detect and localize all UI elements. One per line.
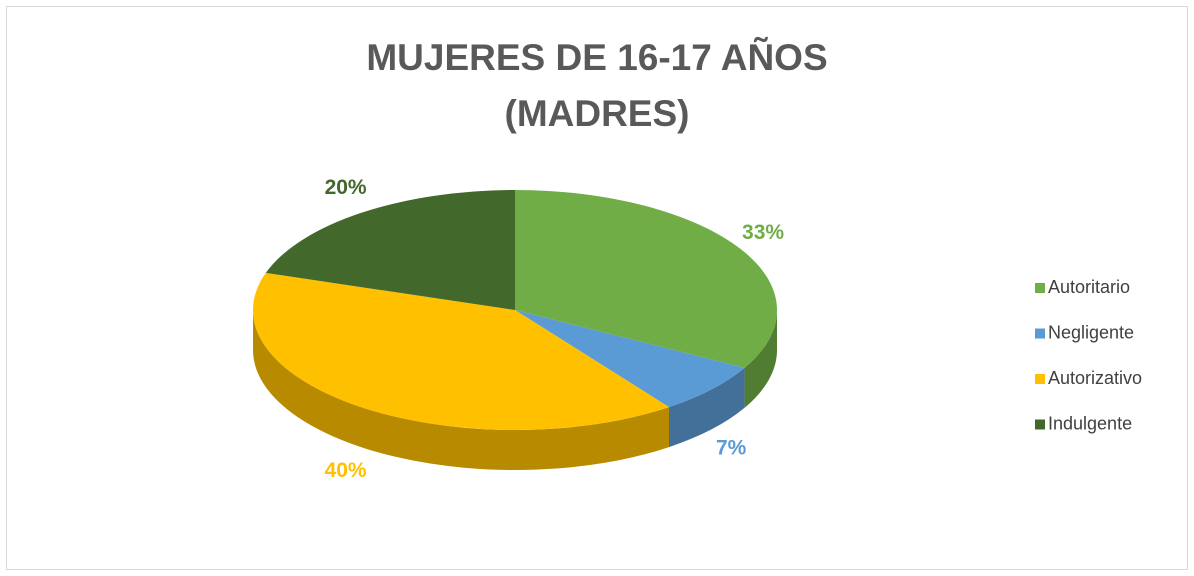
pie-side [253,310,669,470]
pie-slice [515,310,745,408]
legend-swatch [1035,374,1045,384]
data-label: 7% [716,437,747,460]
legend-swatch [1035,419,1045,430]
data-label: 33% [742,221,784,244]
legend-label: Negligente [1048,322,1134,342]
legend-label: Autorizativo [1048,368,1142,388]
pie-side [668,367,745,448]
chart-title: MUJERES DE 16-17 AÑOS (MADRES) [366,37,828,134]
data-label: 40% [325,459,367,482]
data-label: 20% [325,176,367,199]
pie-slice [253,272,669,431]
legend-swatch [1035,283,1045,293]
legend-label: Indulgente [1048,413,1132,433]
legend-swatch [1035,328,1045,339]
pie-slice [265,190,515,310]
legend-label: Autoritario [1048,277,1130,297]
pie-slice [515,190,778,368]
pie-side [744,310,777,408]
